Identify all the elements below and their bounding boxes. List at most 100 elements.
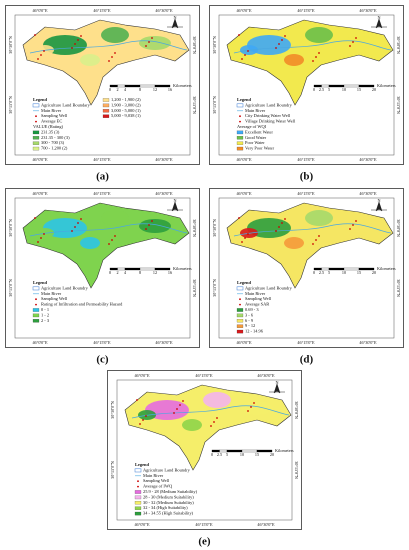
map-frame <box>14 14 191 156</box>
legend-text: Legend <box>33 280 47 285</box>
latitude-label: 30°30'0"N <box>396 36 401 54</box>
panel-label: (a) <box>96 171 109 183</box>
panel-label: (b) <box>300 171 314 183</box>
well <box>349 228 351 230</box>
zone <box>284 54 304 66</box>
legend-text: Legend <box>237 280 251 285</box>
longitude-label: 46°15'0"E <box>93 340 111 345</box>
legend-swatch <box>134 490 142 494</box>
scale-tick: 10 <box>342 270 346 275</box>
longitude-label: 46°0'0"E <box>236 191 252 196</box>
scale-tick: 5 <box>226 452 228 457</box>
north-arrow <box>167 18 183 29</box>
well <box>315 56 317 58</box>
legend-text: Poor Water <box>245 140 265 145</box>
latitude-label: 30°30'0"N <box>294 401 299 419</box>
well <box>213 421 215 423</box>
scale-segment <box>358 84 375 88</box>
latitude-label: 30°15'0"N <box>396 96 401 114</box>
well <box>77 222 79 224</box>
legend-swatch <box>102 103 110 108</box>
legend-text: 0 - 1 <box>41 307 49 312</box>
map-frame <box>218 197 395 339</box>
well <box>352 224 354 226</box>
well <box>43 50 45 52</box>
latitude-label: 30°15'0"N <box>294 461 299 479</box>
legend-swatch <box>134 495 142 500</box>
longitude-label: 46°30'0"E <box>359 191 377 196</box>
scale-tick: 2 <box>116 270 118 275</box>
legend-text: 300 - 700 (3) <box>41 140 65 145</box>
well <box>145 45 147 47</box>
scale-tick: 16 <box>168 270 172 275</box>
scale-tick: 20 <box>372 87 376 92</box>
legend-text: 12 - 14.96 <box>245 329 264 334</box>
well <box>80 218 82 220</box>
legend-swatch <box>32 146 40 151</box>
legend-swatch <box>35 298 37 301</box>
scale-tick: 0 <box>211 452 213 457</box>
legend-swatch <box>134 501 142 505</box>
legend-swatch <box>32 308 40 312</box>
latitude-label: 30°15'0"N <box>212 279 217 297</box>
latitude-label: 30°15'0"N <box>8 96 13 114</box>
legend-text: Agriculture Land Boundary <box>41 102 91 107</box>
longitude-label: 46°30'0"E <box>257 522 275 527</box>
well <box>281 39 283 41</box>
north-arrow <box>167 201 183 212</box>
legend-text: 231.35 - 300 (3) <box>41 135 70 140</box>
legend-text: Agriculture Land Boundry <box>41 285 89 290</box>
legend-text: 1,900 - 3,000 (2) <box>111 102 141 108</box>
longitude-label: 46°30'0"E <box>155 340 173 345</box>
legend-text: Average SAR <box>245 302 269 307</box>
legend-text: 30 - 32 (Medium Suitability) <box>143 500 194 505</box>
scale-tick: 0 <box>313 87 315 92</box>
legend-swatch <box>239 298 241 301</box>
scale-unit: Kilometers <box>377 83 396 88</box>
legend-swatch <box>236 286 244 291</box>
latitude-label: 30°15'0"N <box>8 279 13 297</box>
well <box>80 35 82 37</box>
latitude-label: 30°30'0"N <box>396 219 401 237</box>
legend-text: 700 - 1,200 (2) <box>41 146 68 152</box>
north-label: N <box>173 198 176 203</box>
well <box>238 34 240 36</box>
legend-swatch <box>35 115 37 118</box>
legend-text: Average EC <box>41 119 62 124</box>
latitude-label: 30°15'0"N <box>396 279 401 297</box>
well <box>71 47 73 49</box>
legend-swatch <box>32 136 40 140</box>
legend-swatch <box>35 303 37 306</box>
well <box>355 37 357 39</box>
well <box>139 423 141 425</box>
latitude-label: 30°30'0"N <box>8 36 13 54</box>
panel-label: (c) <box>96 354 109 366</box>
map-panel: 46°0'0"E 46°0'0"E 46°15'0"E 46°15'0"E 46°30'… <box>209 5 404 165</box>
river <box>131 405 290 419</box>
legend-text: 3,000 - 5,000 (1) <box>111 108 141 114</box>
legend-swatch <box>134 506 142 510</box>
well <box>176 408 178 410</box>
well <box>352 41 354 43</box>
scale-unit: Kilometers <box>275 448 294 453</box>
zone <box>203 392 231 408</box>
well <box>43 233 45 235</box>
north-label: N <box>377 15 380 20</box>
map-panel: 46°0'0"E 46°0'0"E 46°15'0"E 46°15'0"E 46°30'… <box>107 370 302 530</box>
north-label: N <box>275 380 278 385</box>
legend-swatch <box>134 511 142 516</box>
legend-swatch <box>134 468 142 473</box>
legend-swatch <box>236 329 244 334</box>
latitude-label: 30°30'0"N <box>192 36 197 54</box>
legend-swatch <box>102 114 110 118</box>
north-label: N <box>377 198 380 203</box>
scale-tick: 12 <box>153 87 157 92</box>
well <box>74 43 76 45</box>
longitude-label: 46°0'0"E <box>134 522 150 527</box>
legend-swatch <box>32 313 40 318</box>
zone <box>139 36 171 50</box>
legend-text: Main River <box>245 108 266 113</box>
well <box>238 217 240 219</box>
well <box>145 228 147 230</box>
